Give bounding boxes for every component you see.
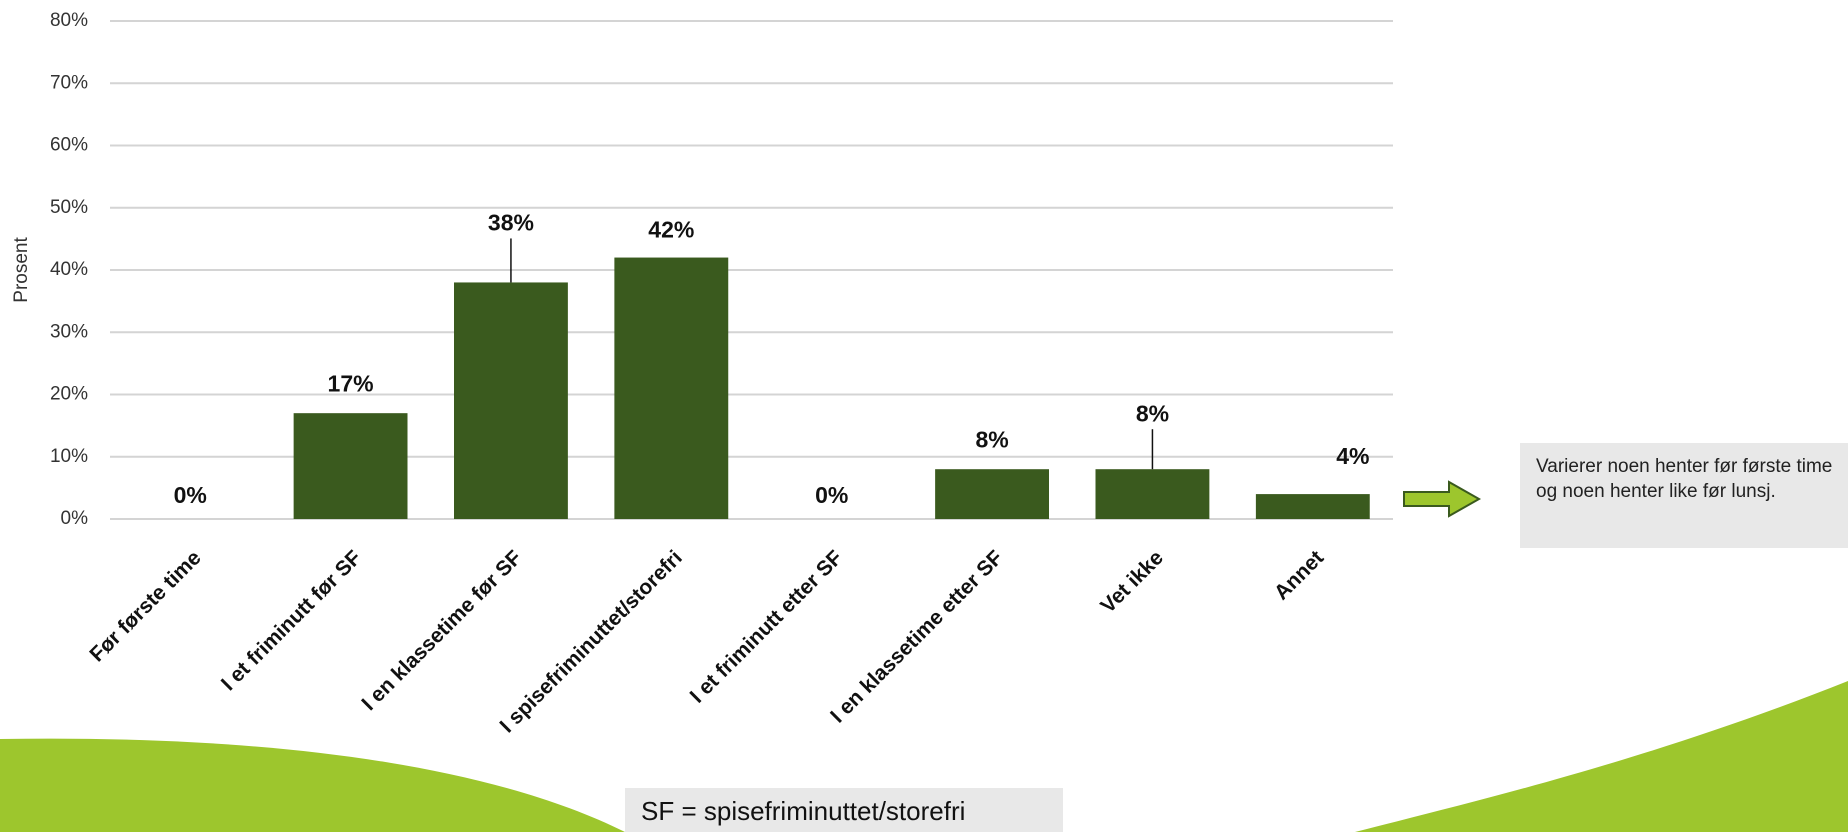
value-label: 4%	[1336, 443, 1369, 469]
bar	[1255, 494, 1370, 519]
decor-swoosh-right	[1355, 681, 1848, 832]
value-label: 0%	[174, 482, 207, 508]
x-tick-label: Før første time	[85, 546, 205, 666]
x-tick-label: I et friminutt etter SF	[686, 546, 848, 708]
bar	[935, 469, 1049, 519]
x-tick-label: Vet ikke	[1096, 546, 1168, 618]
y-tick-label: 30%	[50, 321, 88, 342]
x-tick-label: I en klassetime før SF	[357, 546, 526, 715]
y-tick-label: 20%	[50, 384, 88, 405]
y-tick-label: 10%	[50, 446, 88, 467]
y-tick-label: 70%	[50, 72, 88, 93]
x-tick-label: Annet	[1270, 546, 1328, 604]
value-label: 17%	[328, 370, 374, 396]
bar	[1095, 469, 1210, 519]
annotation: Varierer noen henter før første time og …	[1520, 443, 1848, 548]
bar	[293, 413, 408, 519]
value-label: 8%	[975, 426, 1008, 452]
y-tick-label: 0%	[61, 508, 89, 529]
x-tick-label: I en klassetime etter SF	[826, 546, 1007, 727]
footnote: SF = spisefriminuttet/storefri	[625, 788, 1063, 832]
x-tick-label: I et friminutt før SF	[217, 546, 366, 695]
y-tick-label: 50%	[50, 197, 88, 218]
y-tick-label: 40%	[50, 259, 88, 280]
y-tick-label: 60%	[50, 135, 88, 156]
value-label: 0%	[815, 482, 848, 508]
bar	[614, 257, 729, 519]
value-label: 38%	[488, 210, 534, 236]
value-label: 42%	[648, 217, 694, 243]
value-label: 8%	[1136, 400, 1169, 426]
decor-swoosh-left	[0, 738, 625, 832]
y-axis-label: Prosent	[11, 237, 32, 303]
x-tick-label: I spisefriminuttet/storefri	[496, 546, 687, 737]
y-tick-label: 80%	[50, 10, 88, 31]
bar	[454, 282, 568, 519]
arrow	[1403, 480, 1482, 518]
